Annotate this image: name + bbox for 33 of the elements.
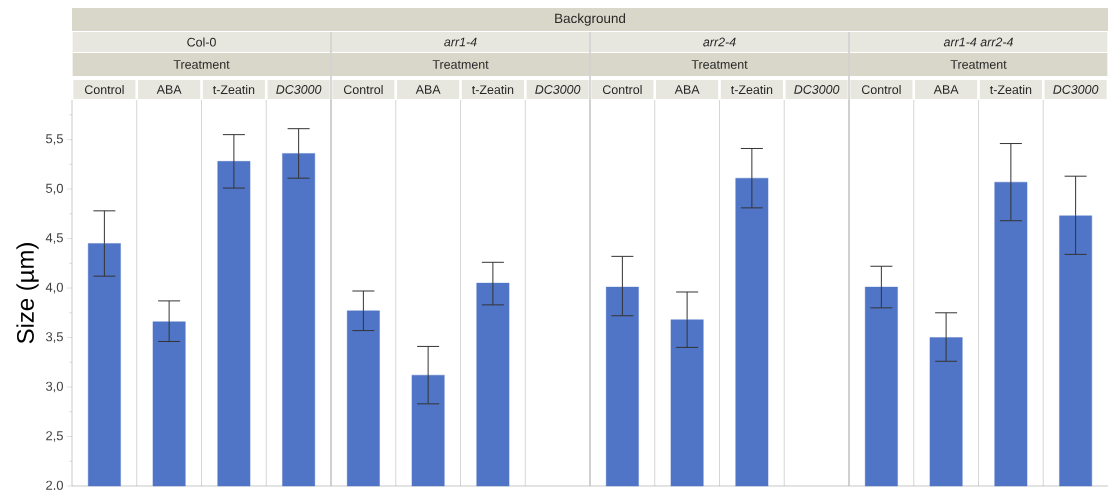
x-tick-label: t-Zeatin bbox=[730, 84, 773, 95]
x-tick-label: DC3000 bbox=[535, 85, 581, 94]
x-tick-label: ABA bbox=[415, 85, 441, 94]
text: arr1-4 arr2-4 bbox=[943, 37, 1013, 47]
x-tick-label: Control bbox=[84, 84, 124, 95]
y-tick-label: 5,0 bbox=[46, 183, 63, 195]
y-tick-label: 2,5 bbox=[46, 431, 63, 442]
x-tick-label: DC3000 bbox=[1053, 85, 1099, 94]
y-axis-title: Size (µm) bbox=[16, 243, 39, 344]
y-tick-label: 3,5 bbox=[45, 332, 63, 343]
x-tick-label: ABA bbox=[674, 85, 700, 94]
text: Treatment bbox=[173, 60, 230, 69]
x-tick-label: t-Zeatin bbox=[471, 84, 514, 95]
x-tick-label: t-Zeatin bbox=[212, 84, 255, 95]
x-tick-label: Control bbox=[861, 84, 901, 95]
text: Treatment bbox=[432, 60, 489, 69]
text: Treatment bbox=[950, 60, 1007, 69]
x-tick-label: t-Zeatin bbox=[989, 84, 1032, 95]
x-tick-label: ABA bbox=[933, 85, 959, 94]
y-tick-label: 4,0 bbox=[45, 282, 63, 294]
y-tick-label: 3,0 bbox=[45, 381, 63, 393]
x-tick-label: Control bbox=[602, 84, 642, 95]
text: arr2-4 bbox=[703, 37, 736, 47]
x-tick-label: DC3000 bbox=[276, 85, 322, 94]
y-tick-label: 4,5 bbox=[45, 233, 63, 244]
x-tick-label: DC3000 bbox=[794, 85, 840, 94]
x-tick-label: Control bbox=[343, 84, 383, 95]
text: Background bbox=[555, 13, 626, 26]
text: arr1-4 bbox=[444, 37, 477, 47]
x-tick-label: ABA bbox=[156, 85, 182, 94]
y-tick-label: 5,5 bbox=[46, 134, 63, 145]
text: Treatment bbox=[691, 60, 748, 69]
text: Col-0 bbox=[187, 37, 216, 47]
